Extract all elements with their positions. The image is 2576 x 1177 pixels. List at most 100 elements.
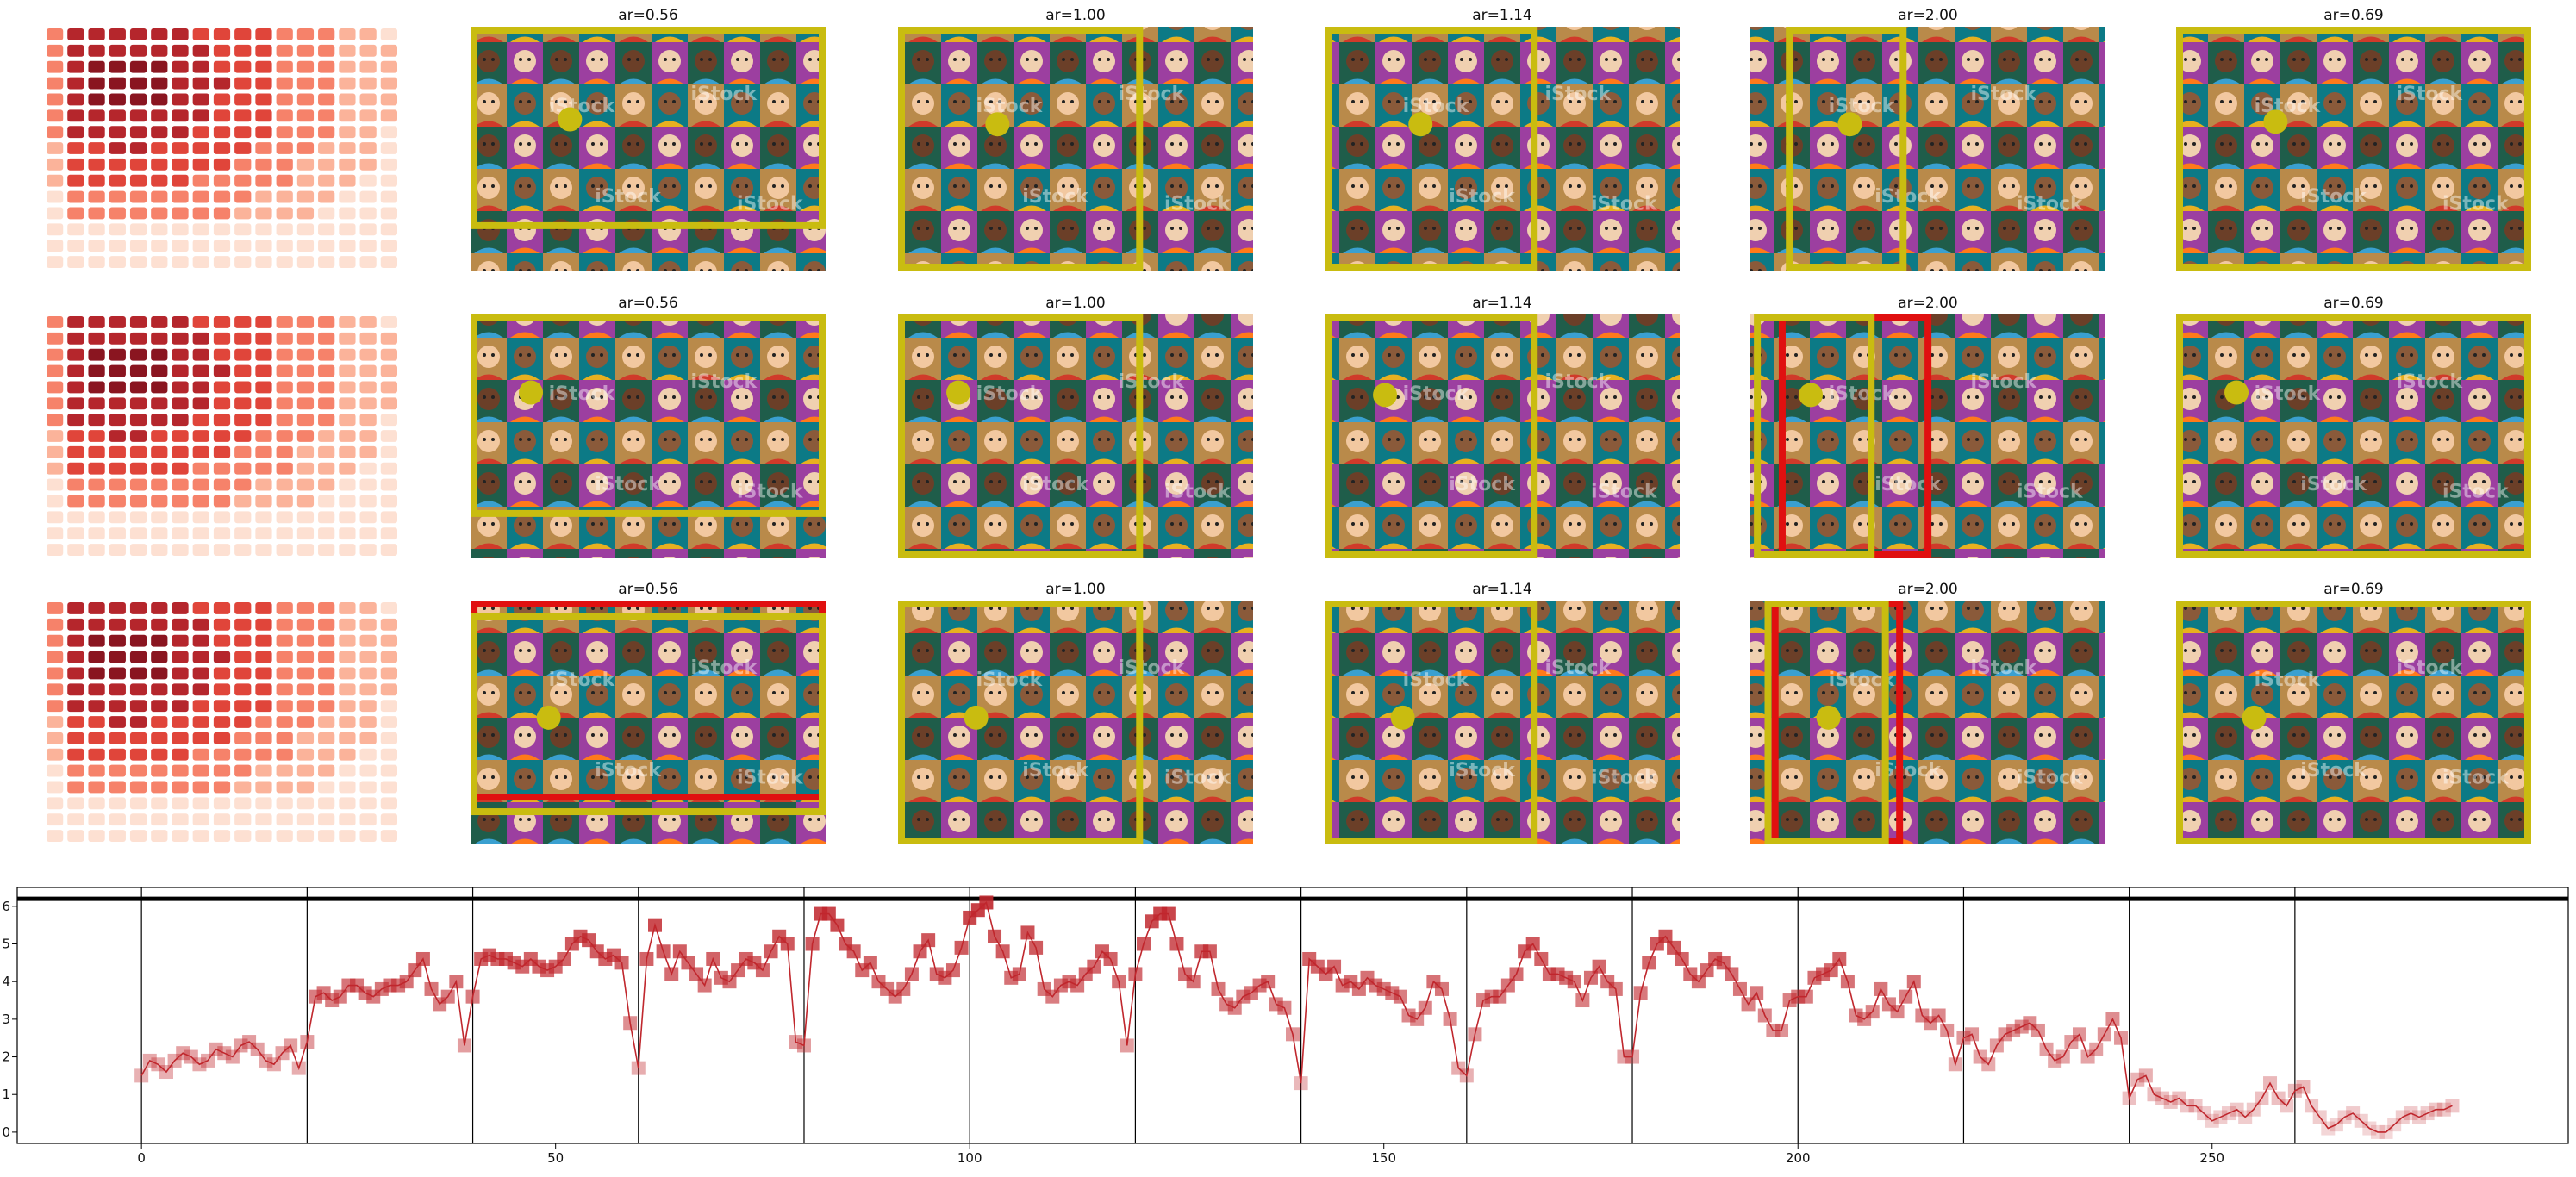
heatmap-cell (318, 348, 335, 361)
data-point (1459, 1068, 1474, 1083)
heatmap-cell (255, 207, 272, 220)
heatmap-cell (276, 397, 293, 410)
heatmap-cell (192, 414, 209, 427)
data-point (1169, 937, 1184, 951)
heatmap-cell (151, 44, 168, 57)
data-point (2155, 1091, 2170, 1105)
heatmap-cell (109, 414, 126, 427)
data-point (2395, 1110, 2410, 1124)
watermark-text: iStock (2017, 481, 2084, 502)
heatmap-cell (318, 634, 335, 647)
heatmap-cell (151, 618, 168, 631)
yellow-dot (1373, 383, 1398, 408)
heatmap-cell (318, 797, 335, 810)
panel-title: ar=2.00 (1898, 7, 1958, 24)
y-tick-label: 0 (2, 1124, 10, 1140)
heatmap-cell (234, 683, 252, 696)
heatmap-cell (88, 256, 105, 268)
data-point (830, 918, 845, 932)
heatmap-cell (234, 667, 252, 680)
heatmap-cell (109, 634, 126, 647)
heatmap-cell (276, 667, 293, 680)
watermark-text: iStock (976, 383, 1044, 405)
data-point (1700, 963, 1714, 978)
heatmap-cell (339, 716, 356, 728)
panel-title: ar=2.00 (1898, 581, 1958, 598)
heatmap-cell (255, 381, 272, 394)
heatmap-cell (172, 348, 189, 361)
heatmap-cell (192, 397, 209, 410)
heatmap-cell (47, 683, 64, 696)
heatmap-cell (255, 174, 272, 187)
panel-title: ar=1.00 (1045, 581, 1106, 598)
heatmap-cell (88, 44, 105, 57)
heatmap-cell (109, 60, 126, 73)
data-point (1625, 1049, 1640, 1064)
heatmap-cell (296, 256, 315, 268)
crowd-image (471, 314, 826, 558)
data-point (1012, 967, 1026, 981)
watermark-text: iStock (1022, 760, 1089, 782)
watermark-text: iStock (2442, 193, 2510, 215)
heatmap-cell (234, 207, 252, 220)
panel-r2-c0 (47, 602, 397, 842)
heatmap-cell (359, 602, 377, 614)
heatmap-cell (276, 174, 293, 187)
heatmap-cell (255, 544, 272, 556)
heatmap-cell (339, 414, 356, 427)
panel-title: ar=1.14 (1472, 7, 1532, 24)
heatmap-cell (359, 527, 377, 540)
heatmap-cell (276, 748, 293, 761)
heatmap-cell (276, 602, 293, 614)
heatmap-cell (213, 207, 231, 220)
heatmap-cell (318, 60, 335, 73)
heatmap-cell (380, 397, 397, 410)
heatmap-cell (129, 667, 147, 680)
yellow-box (898, 314, 1144, 558)
heatmap-cell (172, 93, 189, 106)
data-point (1948, 1057, 1962, 1072)
yellow-dot (1816, 705, 1841, 730)
data-point (1451, 1061, 1466, 1075)
heatmap-cell (213, 667, 231, 680)
watermark-text: iStock (2017, 767, 2084, 788)
heatmap-cell (359, 190, 377, 203)
data-point (2089, 1042, 2104, 1056)
heatmap-cell (359, 748, 377, 761)
heatmap-cell (380, 683, 397, 696)
heatmap-cell (234, 332, 252, 345)
heatmap-cell (151, 240, 168, 252)
heatmap-cell (339, 618, 356, 631)
data-point (1874, 981, 1888, 996)
heatmap-cell (213, 256, 231, 268)
heatmap-cell (67, 109, 84, 122)
heatmap-cell (380, 732, 397, 744)
heatmap-cell (339, 813, 356, 826)
data-point (1418, 1000, 1432, 1015)
heatmap-cell (129, 430, 147, 442)
heatmap-cell (255, 602, 272, 614)
data-point (904, 967, 919, 981)
data-point (1575, 993, 1590, 1008)
data-point (1103, 951, 1118, 966)
heatmap-cell (47, 651, 64, 663)
heatmap-cell (192, 77, 209, 90)
heatmap-cell (234, 348, 252, 361)
heatmap-cell (296, 240, 315, 252)
heatmap-cell (151, 634, 168, 647)
heatmap-cell (172, 126, 189, 139)
heatmap-cell (47, 397, 64, 410)
heatmap-cell (339, 732, 356, 744)
heatmap-cell (192, 651, 209, 663)
yellow-dot (2224, 380, 2249, 405)
heatmap-cell (296, 77, 315, 90)
panel-title: ar=0.56 (618, 7, 678, 24)
heatmap-cell (318, 495, 335, 508)
heatmap-cell (276, 142, 293, 154)
data-point (1981, 1057, 1996, 1072)
heatmap-cell (129, 77, 147, 90)
panel-title: ar=2.00 (1898, 295, 1958, 312)
heatmap-cell (151, 651, 168, 663)
heatmap-cell (276, 190, 293, 203)
data-point (672, 944, 687, 959)
